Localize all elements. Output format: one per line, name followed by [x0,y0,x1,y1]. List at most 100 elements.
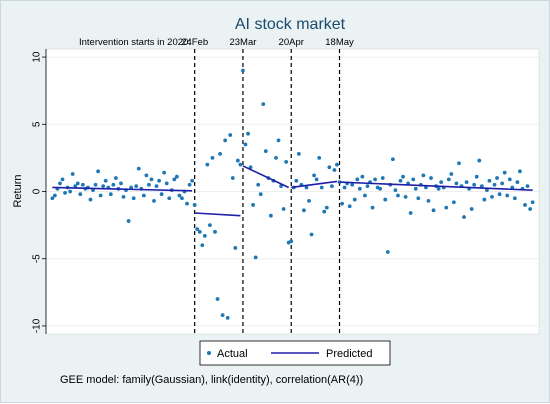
actual-point [75,181,80,186]
actual-point [243,142,248,147]
actual-point [505,193,510,198]
predicted-segment [52,186,193,192]
legend-actual-marker [207,351,211,355]
actual-point [309,232,314,237]
actual-point [413,186,418,191]
actual-point [530,200,535,205]
actual-point [398,178,403,183]
predicted-segment [291,180,338,189]
intervention-date-label: 24Feb [181,37,208,48]
y-tick-label: -10 [32,318,43,333]
y-tick-label: 10 [32,51,43,63]
actual-point [80,182,85,187]
actual-point [385,250,390,254]
actual-point [324,205,329,210]
actual-point [490,194,494,199]
actual-point [213,229,217,234]
actual-point [149,177,154,182]
actual-point [485,188,489,193]
actual-point [167,196,172,201]
actual-point [119,181,123,186]
intervention-annotations: Intervention starts in 2020: 24Feb 23Mar 2… [79,37,354,48]
actual-point [317,155,322,160]
actual-point [403,194,408,199]
actual-points [50,68,535,320]
actual-point [96,169,100,174]
actual-point [233,246,238,250]
actual-point [500,181,505,186]
actual-point [197,229,202,234]
actual-point [482,197,487,202]
actual-point [408,211,413,215]
actual-point [518,169,522,174]
actual-point [218,151,222,156]
actual-point [510,185,515,190]
actual-point [276,138,281,143]
actual-point [223,138,228,143]
actual-point [289,239,294,244]
actual-point [78,192,83,197]
actual-point [195,227,200,232]
predicted-segment [242,165,290,189]
actual-point [314,177,319,182]
actual-point [215,297,220,301]
actual-point [103,178,108,183]
actual-point [101,184,106,189]
actual-point [492,182,497,187]
actual-point [131,196,136,201]
actual-point [528,207,533,211]
actual-point [58,181,62,186]
model-note: GEE model: family(Gaussian), link(identi… [60,374,363,386]
intervention-date-label: 20Apr [279,37,304,48]
actual-point [515,180,520,184]
actual-point [187,182,192,187]
actual-point [154,184,159,189]
actual-point [253,255,258,260]
actual-point [147,182,151,187]
actual-point [220,313,225,318]
actual-point [190,178,195,183]
actual-point [251,203,256,207]
actual-point [180,196,184,201]
actual-point [261,102,266,107]
actual-point [355,177,360,182]
actual-point [192,203,197,207]
actual-point [431,208,436,213]
actual-point [370,205,375,210]
actual-point [416,196,421,201]
predicted-segment [194,212,241,217]
actual-point [284,160,289,164]
actual-point [200,243,205,248]
actual-point [373,177,377,182]
actual-point [469,207,474,211]
y-tick-label: 5 [32,121,43,127]
actual-point [141,193,146,198]
actual-point [126,219,131,223]
actual-point [329,184,334,189]
actual-point [446,177,451,182]
actual-point [454,181,459,186]
actual-point [164,181,169,186]
actual-point [525,184,530,189]
actual-point [426,199,431,203]
actual-point [319,185,324,190]
actual-point [235,158,240,163]
actual-point [357,186,362,191]
actual-point [444,205,449,210]
actual-point [523,203,527,207]
actual-point [477,158,482,163]
actual-point [342,185,347,190]
actual-point [393,188,398,193]
actual-point [63,190,67,195]
actual-point [350,182,355,187]
actual-point [152,199,156,203]
y-axis: 10 5 0 -5 -10 [32,49,47,334]
intervention-date-label: 23Mar [229,37,256,48]
actual-point [93,182,98,187]
actual-point [73,184,78,189]
actual-point [474,174,479,179]
actual-point [258,192,263,197]
actual-point [312,173,317,178]
actual-point [202,233,207,238]
actual-point [479,184,484,189]
